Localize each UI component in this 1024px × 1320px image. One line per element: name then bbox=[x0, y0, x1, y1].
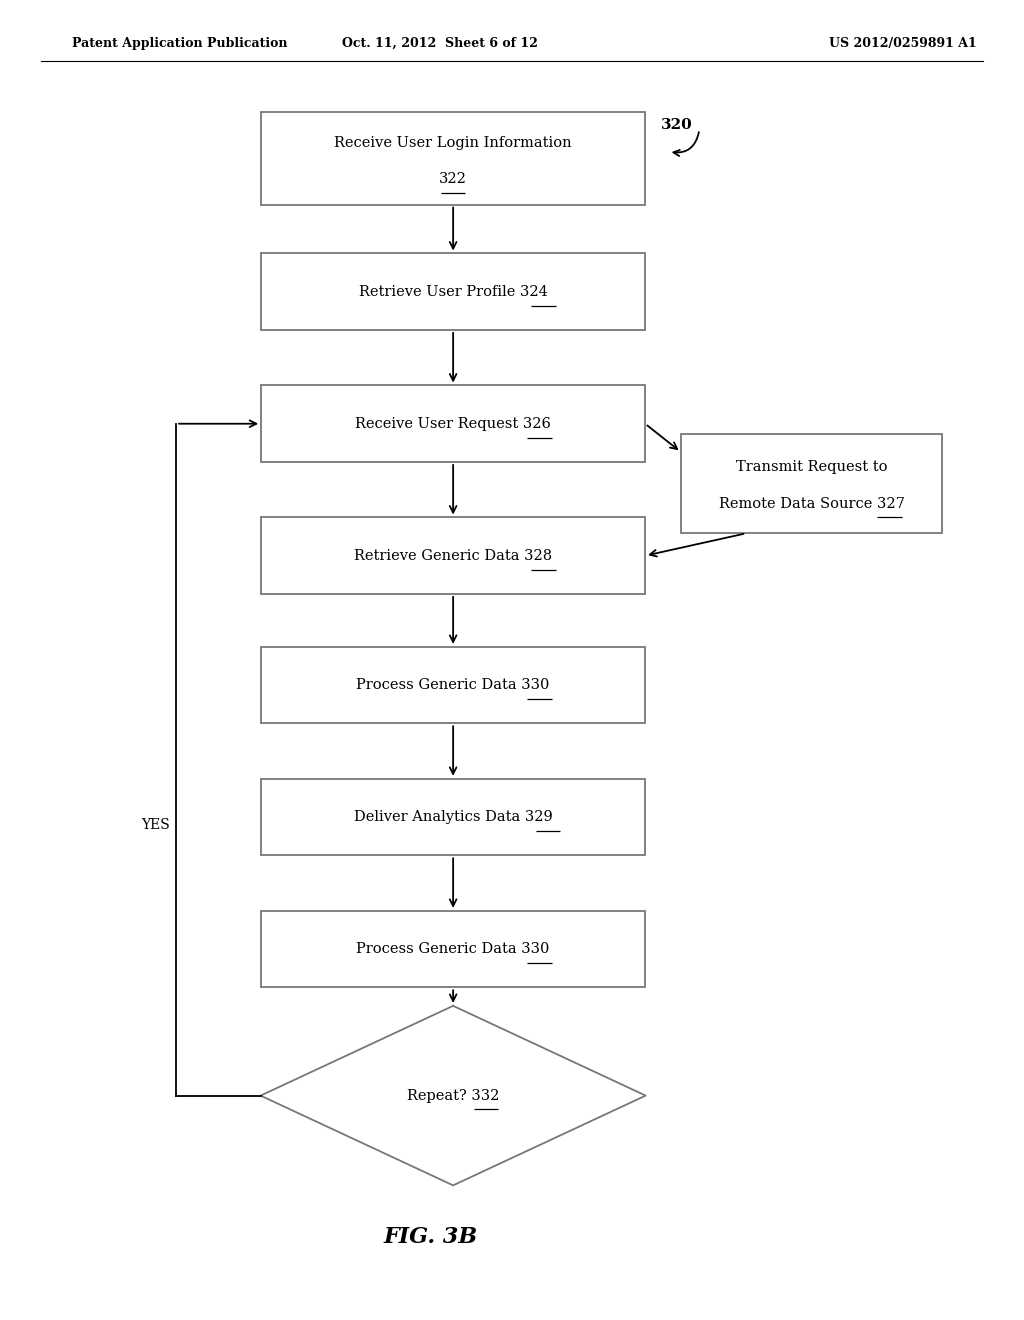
Bar bbox=[261, 253, 645, 330]
Text: Retrieve Generic Data 328: Retrieve Generic Data 328 bbox=[354, 549, 552, 562]
Bar bbox=[261, 911, 645, 987]
Text: Deliver Analytics Data 329: Deliver Analytics Data 329 bbox=[353, 810, 553, 824]
Text: Patent Application Publication: Patent Application Publication bbox=[72, 37, 287, 50]
Text: Oct. 11, 2012  Sheet 6 of 12: Oct. 11, 2012 Sheet 6 of 12 bbox=[342, 37, 539, 50]
Bar bbox=[261, 517, 645, 594]
Bar bbox=[261, 779, 645, 855]
Bar bbox=[261, 647, 645, 723]
Bar bbox=[261, 112, 645, 205]
Text: YES: YES bbox=[141, 818, 170, 832]
Text: Transmit Request to: Transmit Request to bbox=[736, 459, 887, 474]
Bar bbox=[681, 434, 942, 533]
Text: Process Generic Data 330: Process Generic Data 330 bbox=[356, 942, 550, 956]
Text: 322: 322 bbox=[439, 172, 467, 186]
Text: FIG. 3B: FIG. 3B bbox=[383, 1226, 477, 1247]
Text: Process Generic Data 330: Process Generic Data 330 bbox=[356, 678, 550, 692]
FancyArrowPatch shape bbox=[674, 132, 699, 156]
Text: Receive User Login Information: Receive User Login Information bbox=[334, 136, 572, 149]
Text: Repeat? 332: Repeat? 332 bbox=[407, 1089, 500, 1102]
Bar bbox=[261, 385, 645, 462]
Text: US 2012/0259891 A1: US 2012/0259891 A1 bbox=[829, 37, 977, 50]
Polygon shape bbox=[260, 1006, 646, 1185]
Text: 320: 320 bbox=[660, 119, 692, 132]
Text: Retrieve User Profile 324: Retrieve User Profile 324 bbox=[358, 285, 548, 298]
Text: Receive User Request 326: Receive User Request 326 bbox=[355, 417, 551, 430]
Text: Remote Data Source 327: Remote Data Source 327 bbox=[719, 496, 904, 511]
